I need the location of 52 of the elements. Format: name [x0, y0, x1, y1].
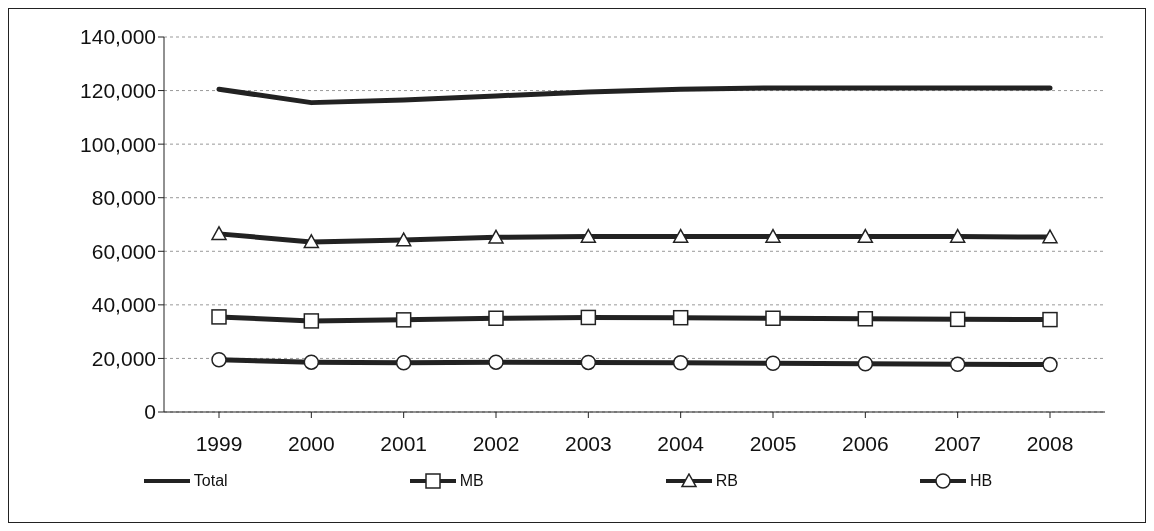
- point: [211, 309, 227, 325]
- y-tick-label: 140,000: [80, 25, 156, 49]
- point: [395, 232, 412, 247]
- point: [395, 312, 412, 328]
- point: [1042, 356, 1058, 373]
- x-tick-label: 2007: [934, 431, 982, 455]
- x-tick-label: 2004: [657, 431, 705, 455]
- point: [765, 228, 781, 243]
- x-tick-label: 2005: [749, 431, 797, 455]
- y-tick-label: 80,000: [91, 186, 156, 210]
- point: [488, 310, 504, 326]
- point: [580, 354, 597, 371]
- point: [303, 354, 320, 370]
- point: [672, 309, 689, 326]
- point: [580, 228, 597, 243]
- legend-label: RB: [715, 472, 738, 490]
- point: [1042, 311, 1058, 328]
- x-tick-label: 2008: [1026, 431, 1074, 455]
- point: [949, 356, 966, 373]
- legend-label: MB: [459, 472, 484, 490]
- point: [672, 228, 689, 243]
- point: [303, 234, 320, 249]
- point: [857, 228, 874, 243]
- point: [211, 352, 227, 368]
- y-tick-label: 40,000: [91, 293, 156, 317]
- point: [488, 354, 504, 370]
- point: [949, 311, 966, 328]
- x-tick-label: 1999: [195, 431, 243, 455]
- point: [765, 310, 781, 326]
- point: [765, 355, 781, 371]
- point: [672, 354, 689, 371]
- x-tick-label: 2006: [841, 431, 889, 455]
- point: [857, 311, 874, 327]
- y-tick-label: 20,000: [91, 346, 156, 370]
- point: [949, 228, 966, 243]
- x-tick-label: 2001: [380, 431, 428, 455]
- legend-label: HB: [969, 472, 993, 490]
- x-tick-label: 2002: [472, 431, 520, 455]
- point: [488, 229, 504, 244]
- y-tick-label: 100,000: [80, 132, 156, 156]
- point: [857, 356, 874, 372]
- x-tick-label: 2000: [287, 431, 335, 455]
- legend-label: Total: [193, 472, 228, 490]
- y-tick-label: 0: [144, 400, 156, 424]
- point: [580, 309, 597, 326]
- point: [1042, 229, 1058, 244]
- point: [303, 313, 320, 329]
- x-tick-label: 2003: [564, 431, 612, 455]
- y-tick-label: 120,000: [80, 79, 156, 103]
- point: [395, 354, 412, 371]
- y-tick-label: 60,000: [91, 239, 156, 263]
- point: [211, 226, 227, 241]
